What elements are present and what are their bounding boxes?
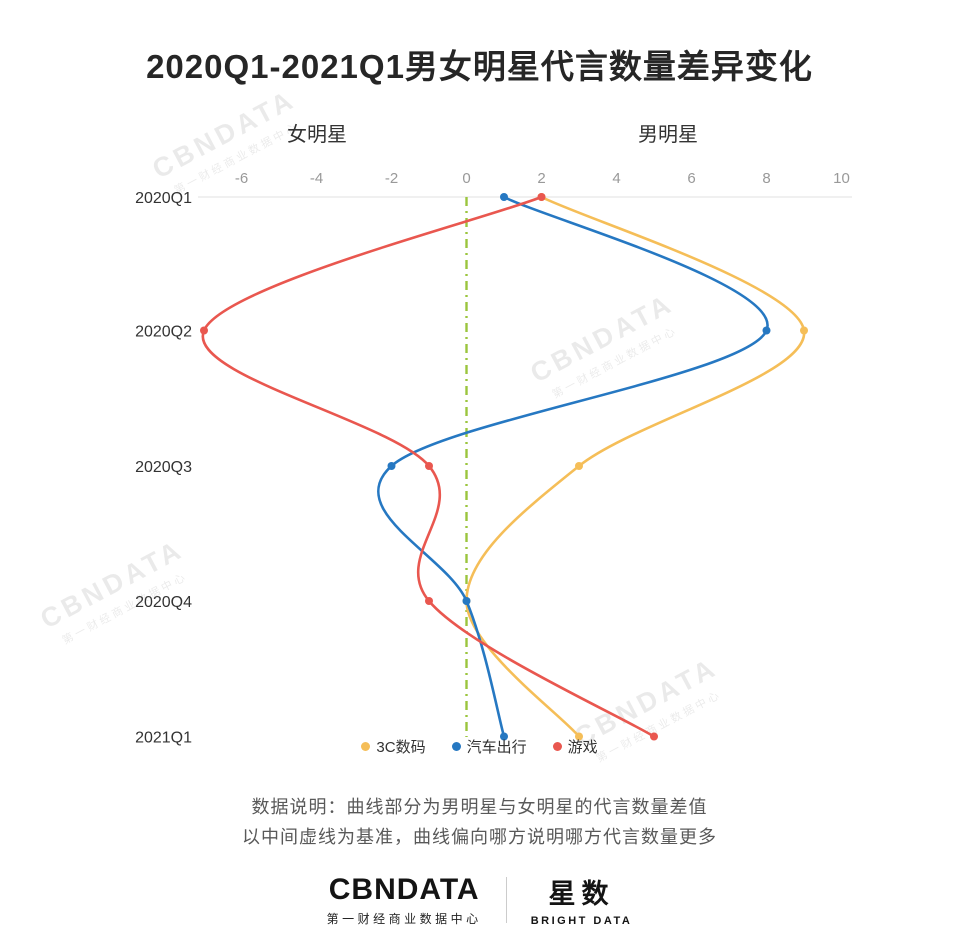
legend-item-label: 汽车出行 <box>466 739 527 756</box>
series-point-0 <box>575 732 583 741</box>
chart-title: 2020Q1-2021Q1男女明星代言数量差异变化 <box>146 48 813 85</box>
bright-data-logo: 星数 BRIGHT DATA <box>531 872 633 927</box>
y-category-label: 2020Q4 <box>135 594 192 611</box>
legend-item-label: 3C数码 <box>376 739 426 756</box>
x-tick-label: 10 <box>833 170 850 187</box>
series-point-0 <box>575 462 583 470</box>
series-point-1 <box>500 193 508 201</box>
series-point-0 <box>800 326 808 335</box>
series-point-1 <box>500 732 508 741</box>
legend-dot-icon <box>552 742 562 751</box>
series-point-2 <box>425 597 433 605</box>
series-line-0 <box>465 195 806 738</box>
series-point-2 <box>200 326 208 335</box>
chart-legend: 3C数码 汽车出行 游戏 <box>0 736 959 757</box>
data-notes: 数据说明：曲线部分为男明星与女明星的代言数量差值 以中间虚线为基准，曲线偏向哪方… <box>0 792 959 852</box>
series-line-1 <box>376 195 769 738</box>
legend-item-0: 3C数码 <box>361 736 426 757</box>
cbndata-logo-text: CBNDATA <box>328 872 480 906</box>
series-point-1 <box>762 326 771 335</box>
series-point-2 <box>425 462 433 470</box>
x-tick-label: 4 <box>612 170 620 187</box>
legend-item-label: 游戏 <box>567 739 598 756</box>
x-tick-label: 2 <box>537 170 545 187</box>
y-category-label: 2020Q3 <box>135 459 192 476</box>
legend-item-2: 游戏 <box>552 736 598 757</box>
y-category-label: 2020Q1 <box>135 190 192 207</box>
bright-data-logo-text: 星数 <box>548 879 615 909</box>
cbndata-logo-subtitle: 第一财经商业数据中心 <box>326 911 482 926</box>
legend-item-1: 汽车出行 <box>451 736 527 757</box>
notes-line-1: 数据说明：曲线部分为男明星与女明星的代言数量差值 <box>251 797 708 817</box>
series-point-2 <box>650 732 658 741</box>
footer: CBNDATA 第一财经商业数据中心 星数 BRIGHT DATA <box>0 872 959 928</box>
x-tick-label: -2 <box>385 170 398 187</box>
x-tick-label: 6 <box>687 170 695 187</box>
series-point-2 <box>537 193 546 201</box>
x-tick-label: 0 <box>462 170 470 187</box>
female-stars-group-label: 女明星 <box>287 124 347 146</box>
cbndata-logo: CBNDATA 第一财经商业数据中心 <box>327 873 482 927</box>
series-point-1 <box>387 462 396 470</box>
bright-data-logo-subtitle: BRIGHT DATA <box>530 915 633 927</box>
series-point-1 <box>462 597 471 605</box>
x-tick-label: -4 <box>310 170 323 187</box>
legend-dot-icon <box>361 742 371 751</box>
footer-divider <box>505 876 507 923</box>
x-tick-label: 8 <box>762 170 770 187</box>
y-category-label: 2020Q2 <box>135 324 192 341</box>
y-category-label: 2021Q1 <box>135 730 192 747</box>
series-line-2 <box>201 195 656 738</box>
male-stars-group-label: 男明星 <box>638 124 698 146</box>
notes-line-2: 以中间虚线为基准，曲线偏向哪方说明哪方代言数量更多 <box>242 827 717 847</box>
x-tick-label: -6 <box>235 170 248 187</box>
legend-dot-icon <box>451 742 461 751</box>
